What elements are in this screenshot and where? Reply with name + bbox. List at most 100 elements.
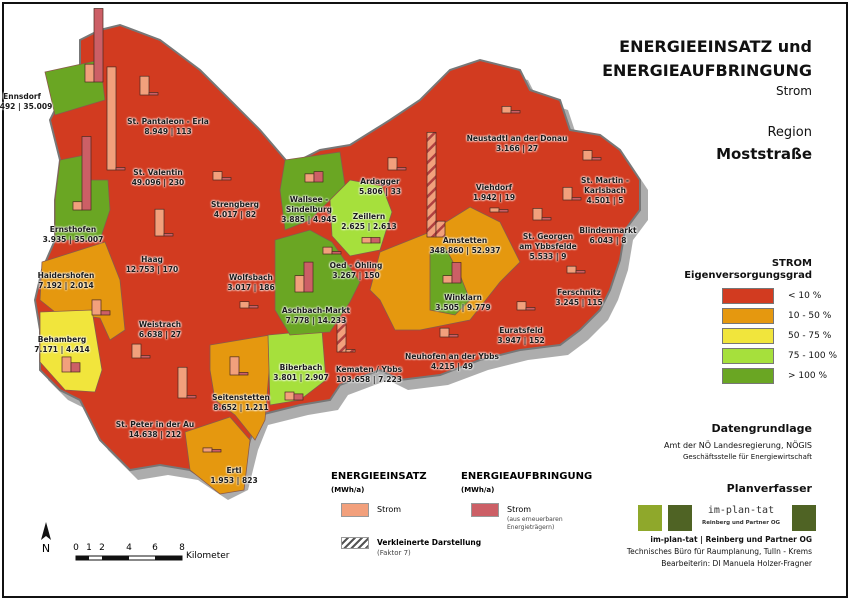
area-aschbach-markt xyxy=(274,229,361,336)
municipality-label: St. Peter in der Au 14.638 | 212 xyxy=(116,420,194,440)
bar-einsatz xyxy=(202,447,213,453)
municipality-values: 3.935 | 35.007 xyxy=(42,235,104,244)
municipality-name: Ennsdorf xyxy=(3,92,41,101)
municipality-name: Weistrach xyxy=(138,320,182,329)
municipality-label: Ernsthofen 3.935 | 35.007 xyxy=(43,225,104,245)
class-swatch xyxy=(722,328,774,344)
municipality-values: 3.505 | 9.779 xyxy=(435,303,491,312)
bar-aufbringung xyxy=(81,136,92,211)
municipality-label: Oed - Öhling 3.267 | 150 xyxy=(330,261,383,281)
aufbringung-swatch xyxy=(471,503,499,517)
municipality-values: 12.753 | 170 xyxy=(125,265,179,274)
bar-einsatz xyxy=(239,301,250,309)
municipality-label: Blindenmarkt 6.043 | 8 xyxy=(579,226,636,246)
bar-einsatz xyxy=(131,343,142,359)
bar-einsatz xyxy=(294,275,305,293)
municipality-name: Aschbach-Markt xyxy=(281,306,351,315)
municipality-values: 8.492 | 35.009 xyxy=(0,102,53,111)
scale-tick: 8 xyxy=(179,543,185,553)
class-legend-title: STROM xyxy=(771,258,812,269)
bar-aufbringung xyxy=(525,307,536,311)
area-zeillern xyxy=(329,179,393,257)
bar-einsatz xyxy=(212,171,223,181)
aufbringung-note2: Energieträgern) xyxy=(507,524,555,531)
municipality-label: Euratsfeld 3.947 | 152 xyxy=(497,326,544,346)
municipality-name: Blindenmarkt xyxy=(579,226,637,235)
municipality-values: 3.801 | 2.907 xyxy=(273,373,329,382)
municipality-values: 348.860 | 52.937 xyxy=(429,246,501,255)
data-source-title: Datengrundlage xyxy=(711,422,812,435)
municipality-values: 7.192 | 2.014 xyxy=(38,281,94,290)
municipality-values: 14.638 | 212 xyxy=(128,430,182,439)
bar-aufbringung xyxy=(313,171,324,183)
reduced-factor: (Faktor 7) xyxy=(377,549,411,557)
author-line3: Bearbeiterin: DI Manuela Holzer-Fragner xyxy=(661,559,812,568)
logo-text: im-plan-tat xyxy=(707,505,775,516)
region-label: Region xyxy=(767,125,812,140)
class-swatch xyxy=(722,288,774,304)
bar-aufbringung xyxy=(591,157,602,161)
bar-aufbringung xyxy=(498,209,509,213)
scale-tick: 1 xyxy=(86,543,92,553)
municipality-name: Ertl xyxy=(226,466,242,475)
class-legend-subtitle: Eigenversorgungsgrad xyxy=(684,270,812,281)
einsatz-swatch xyxy=(341,503,369,517)
bar-einsatz xyxy=(229,356,240,376)
municipality-label: Neuhofen an der Ybbs 4.215 | 49 xyxy=(405,352,499,372)
bar-einsatz xyxy=(387,157,398,171)
author-line2: Technisches Büro für Raumplanung, Tulln … xyxy=(626,547,812,556)
aufbringung-unit: (MWh/a) xyxy=(461,486,495,494)
municipality-name: Biberbach xyxy=(279,363,323,372)
bar-einsatz xyxy=(582,150,593,161)
municipality-label: Ardagger 5.806 | 33 xyxy=(359,177,401,197)
municipality-label: St. Pantaleon - Erla 8.949 | 113 xyxy=(127,117,209,137)
bar-einsatz xyxy=(322,246,333,255)
municipality-name: Amstetten xyxy=(442,236,488,245)
north-label: N xyxy=(42,542,50,555)
municipality-label: Ferschnitz 3.245 | 115 xyxy=(555,288,602,308)
class-swatch xyxy=(722,348,774,364)
municipality-label: Winklarn 3.505 | 9.779 xyxy=(435,293,490,313)
title-line1: ENERGIEEINSATZ und xyxy=(619,37,812,56)
municipality-label: Ertl 1.953 | 823 xyxy=(210,466,257,486)
bar-aufbringung xyxy=(70,362,81,373)
municipality-name: Haidershofen xyxy=(37,271,95,280)
bar-einsatz xyxy=(566,265,577,274)
municipality-name: St. Peter in der Au xyxy=(115,420,195,429)
bar-einsatz xyxy=(361,237,372,244)
bar-aufbringung xyxy=(211,449,222,453)
municipality-name: Ardagger xyxy=(360,177,400,186)
bar-aufbringung xyxy=(293,393,304,401)
municipality-values: 2.625 | 2.613 xyxy=(341,222,397,231)
municipality-label: Ennsdorf8.492 | 35.009 xyxy=(0,92,52,112)
municipality-values: 4.501 | 5 xyxy=(586,196,624,205)
municipality-values: 5.806 | 33 xyxy=(358,187,402,196)
bar-aufbringung xyxy=(163,233,174,237)
municipality-name: St. Pantaleon - Erla xyxy=(127,117,209,126)
municipality-label: St. Valentin 49.096 | 230 xyxy=(132,168,185,188)
author-logo: im-plan-tat Reinberg und Partner OG xyxy=(638,505,818,531)
municipality-label: Kematen / Ybbs 103.658 | 7.223 xyxy=(336,365,402,385)
municipality-label: Strengberg 4.017 | 82 xyxy=(211,200,259,220)
municipality-name: St. Martin - Karlsbach xyxy=(581,176,629,195)
title-line2: ENERGIEAUFBRINGUNG xyxy=(602,61,812,80)
municipality-name: Strengberg xyxy=(210,200,260,209)
bar-einsatz xyxy=(154,208,165,237)
municipality-values: 4.215 | 49 xyxy=(430,362,474,371)
bar-aufbringung xyxy=(93,8,104,83)
bar-aufbringung xyxy=(100,310,111,316)
municipality-values: 7.778 | 14.233 xyxy=(285,316,347,325)
bar-einsatz xyxy=(501,106,512,114)
municipality-name: Wolfsbach xyxy=(229,273,273,282)
municipality-label: Haidershofen 7.192 | 2.014 xyxy=(38,271,95,291)
area-wallsee-sindelburg xyxy=(279,151,346,231)
reduced-label: Verkleinerte Darstellung xyxy=(377,538,482,547)
scale-tick: 0 xyxy=(73,543,79,553)
bar-aufbringung xyxy=(575,270,586,274)
bar-aufbringung xyxy=(303,261,314,293)
municipality-label: Haag 12.753 | 170 xyxy=(126,255,179,275)
municipality-name: St. Georgen am Ybbsfelde xyxy=(519,232,577,251)
bar-einsatz xyxy=(139,75,150,96)
municipality-name: Kematen / Ybbs xyxy=(335,365,403,374)
municipality-label: Zeillern 2.625 | 2.613 xyxy=(341,212,396,232)
